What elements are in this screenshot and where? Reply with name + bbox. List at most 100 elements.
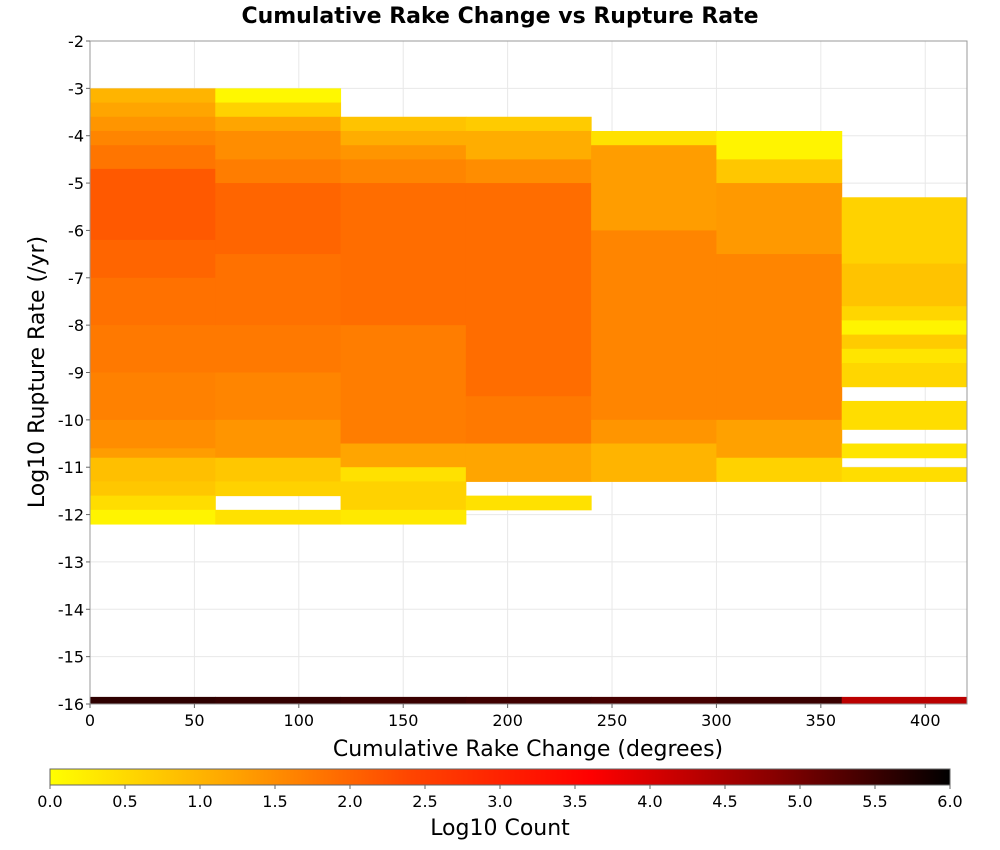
heatmap-cell: [340, 509, 467, 525]
heatmap-cell: [215, 102, 342, 118]
heatmap-cell: [465, 696, 592, 704]
y-tick-label: -12: [58, 506, 84, 525]
colorbar-tick-label: 5.5: [862, 792, 887, 811]
colorbar-tick-label: 1.0: [187, 792, 212, 811]
heatmap-cell: [215, 481, 342, 497]
heatmap-cell: [716, 159, 843, 184]
heatmap-cell: [90, 509, 216, 525]
heatmap-cell: [90, 239, 216, 279]
y-tick-label: -3: [68, 79, 84, 98]
heatmap-cell: [841, 443, 968, 459]
y-tick-label: -6: [68, 221, 84, 240]
heatmap-cell: [591, 230, 717, 421]
y-tick-label: -10: [58, 411, 84, 430]
heatmap-cell: [90, 130, 216, 146]
colorbar-label: Log10 Count: [430, 816, 570, 841]
x-tick-label: 50: [184, 711, 204, 730]
chart-title: Cumulative Rake Change vs Rupture Rate: [241, 4, 758, 29]
heatmap-cell: [340, 145, 467, 160]
heatmap-cell: [841, 263, 968, 307]
x-tick-label: 250: [597, 711, 628, 730]
heatmap-cell: [90, 88, 216, 104]
heatmap-cell: [340, 467, 467, 482]
heatmap-cell: [841, 467, 968, 482]
heatmap-cell: [215, 88, 342, 104]
x-tick-label: 200: [492, 711, 523, 730]
heatmap-cell: [90, 419, 216, 449]
x-tick-label: 0: [85, 711, 95, 730]
x-tick-label: 100: [284, 711, 315, 730]
y-tick-label: -4: [68, 127, 84, 146]
x-axis-label: Cumulative Rake Change (degrees): [333, 737, 723, 762]
heatmap-cell: [841, 363, 968, 388]
heatmap-cell: [90, 145, 216, 170]
heatmap-cell: [90, 325, 216, 373]
heatmap-cell: [465, 396, 592, 445]
y-tick-label: -16: [58, 695, 84, 714]
heatmap-cell: [591, 130, 717, 146]
heatmap-cell: [841, 306, 968, 321]
heatmap-cell: [841, 197, 968, 265]
heatmap-cell: [215, 457, 342, 482]
colorbar-tick-label: 6.0: [937, 792, 962, 811]
colorbar: [49, 768, 951, 786]
y-axis-ticks: -2 -3 -4 -5 -6 -7 -8 -9 -10 -11 -12 -13 -14 -15 -16: [58, 32, 90, 714]
heatmap-cell: [340, 325, 467, 445]
heatmap-cell: [90, 168, 216, 241]
y-tick-label: -5: [68, 174, 84, 193]
x-axis-ticks: 0 50 100 150 200 250 300 350 400: [85, 704, 941, 730]
heatmap-cell: [215, 696, 342, 704]
colorbar-ticks: 0.0 0.5 1.0 1.5 2.0 2.5 3.0 3.5 4.0 4.5 5.0 5.5 6.0: [37, 785, 963, 811]
heatmap-cell: [340, 130, 467, 146]
heatmap-cell: [841, 696, 968, 704]
heatmap-cell: [215, 116, 342, 132]
heatmap-cell: [340, 481, 467, 511]
x-tick-label: 350: [806, 711, 837, 730]
heatmap-cell: [90, 495, 216, 511]
y-tick-label: -14: [58, 600, 84, 619]
heatmap-cell: [340, 696, 467, 704]
heatmap-cell: [215, 130, 342, 160]
x-tick-label: 400: [910, 711, 941, 730]
y-tick-label: -7: [68, 269, 84, 288]
colorbar-tick-label: 3.5: [562, 792, 587, 811]
y-axis-label: Log10 Rupture Rate (/yr): [25, 236, 50, 508]
heatmap-cell: [591, 419, 717, 445]
heatmap-cell: [90, 372, 216, 421]
heatmap-cell: [215, 325, 342, 373]
heatmap-cell: [716, 130, 843, 160]
heatmap-cells: [90, 88, 968, 704]
heatmap-cell: [90, 481, 216, 497]
heatmap-cell: [90, 277, 216, 326]
colorbar-tick-label: 2.0: [337, 792, 362, 811]
heatmap-cell: [465, 443, 592, 482]
colorbar-tick-label: 0.5: [112, 792, 137, 811]
y-tick-label: -13: [58, 553, 84, 572]
heatmap-cell: [591, 696, 717, 704]
colorbar-tick-label: 4.0: [637, 792, 662, 811]
heatmap-cell: [90, 116, 216, 132]
heatmap-cell: [90, 102, 216, 118]
heatmap-cell: [591, 443, 717, 482]
heatmap-cell: [215, 159, 342, 184]
heatmap-cell: [465, 159, 592, 184]
heatmap-cell: [716, 419, 843, 459]
x-tick-label: 150: [388, 711, 419, 730]
y-tick-label: -9: [68, 364, 84, 383]
colorbar-tick-label: 3.0: [487, 792, 512, 811]
heatmap-cell: [340, 116, 467, 132]
colorbar-tick-label: 0.0: [37, 792, 62, 811]
heatmap-cell: [215, 254, 342, 326]
heatmap-cell: [340, 183, 467, 326]
y-tick-label: -2: [68, 32, 84, 51]
heatmap-cell: [716, 696, 843, 704]
heatmap-cell: [90, 448, 216, 459]
heatmap-cell: [716, 254, 843, 421]
y-tick-label: -8: [68, 316, 84, 335]
colorbar-tick-label: 5.0: [787, 792, 812, 811]
heatmap-cell: [215, 183, 342, 255]
heatmap-cell: [841, 400, 968, 430]
heatmap-cell: [716, 183, 843, 255]
heatmap-cell: [340, 443, 467, 468]
